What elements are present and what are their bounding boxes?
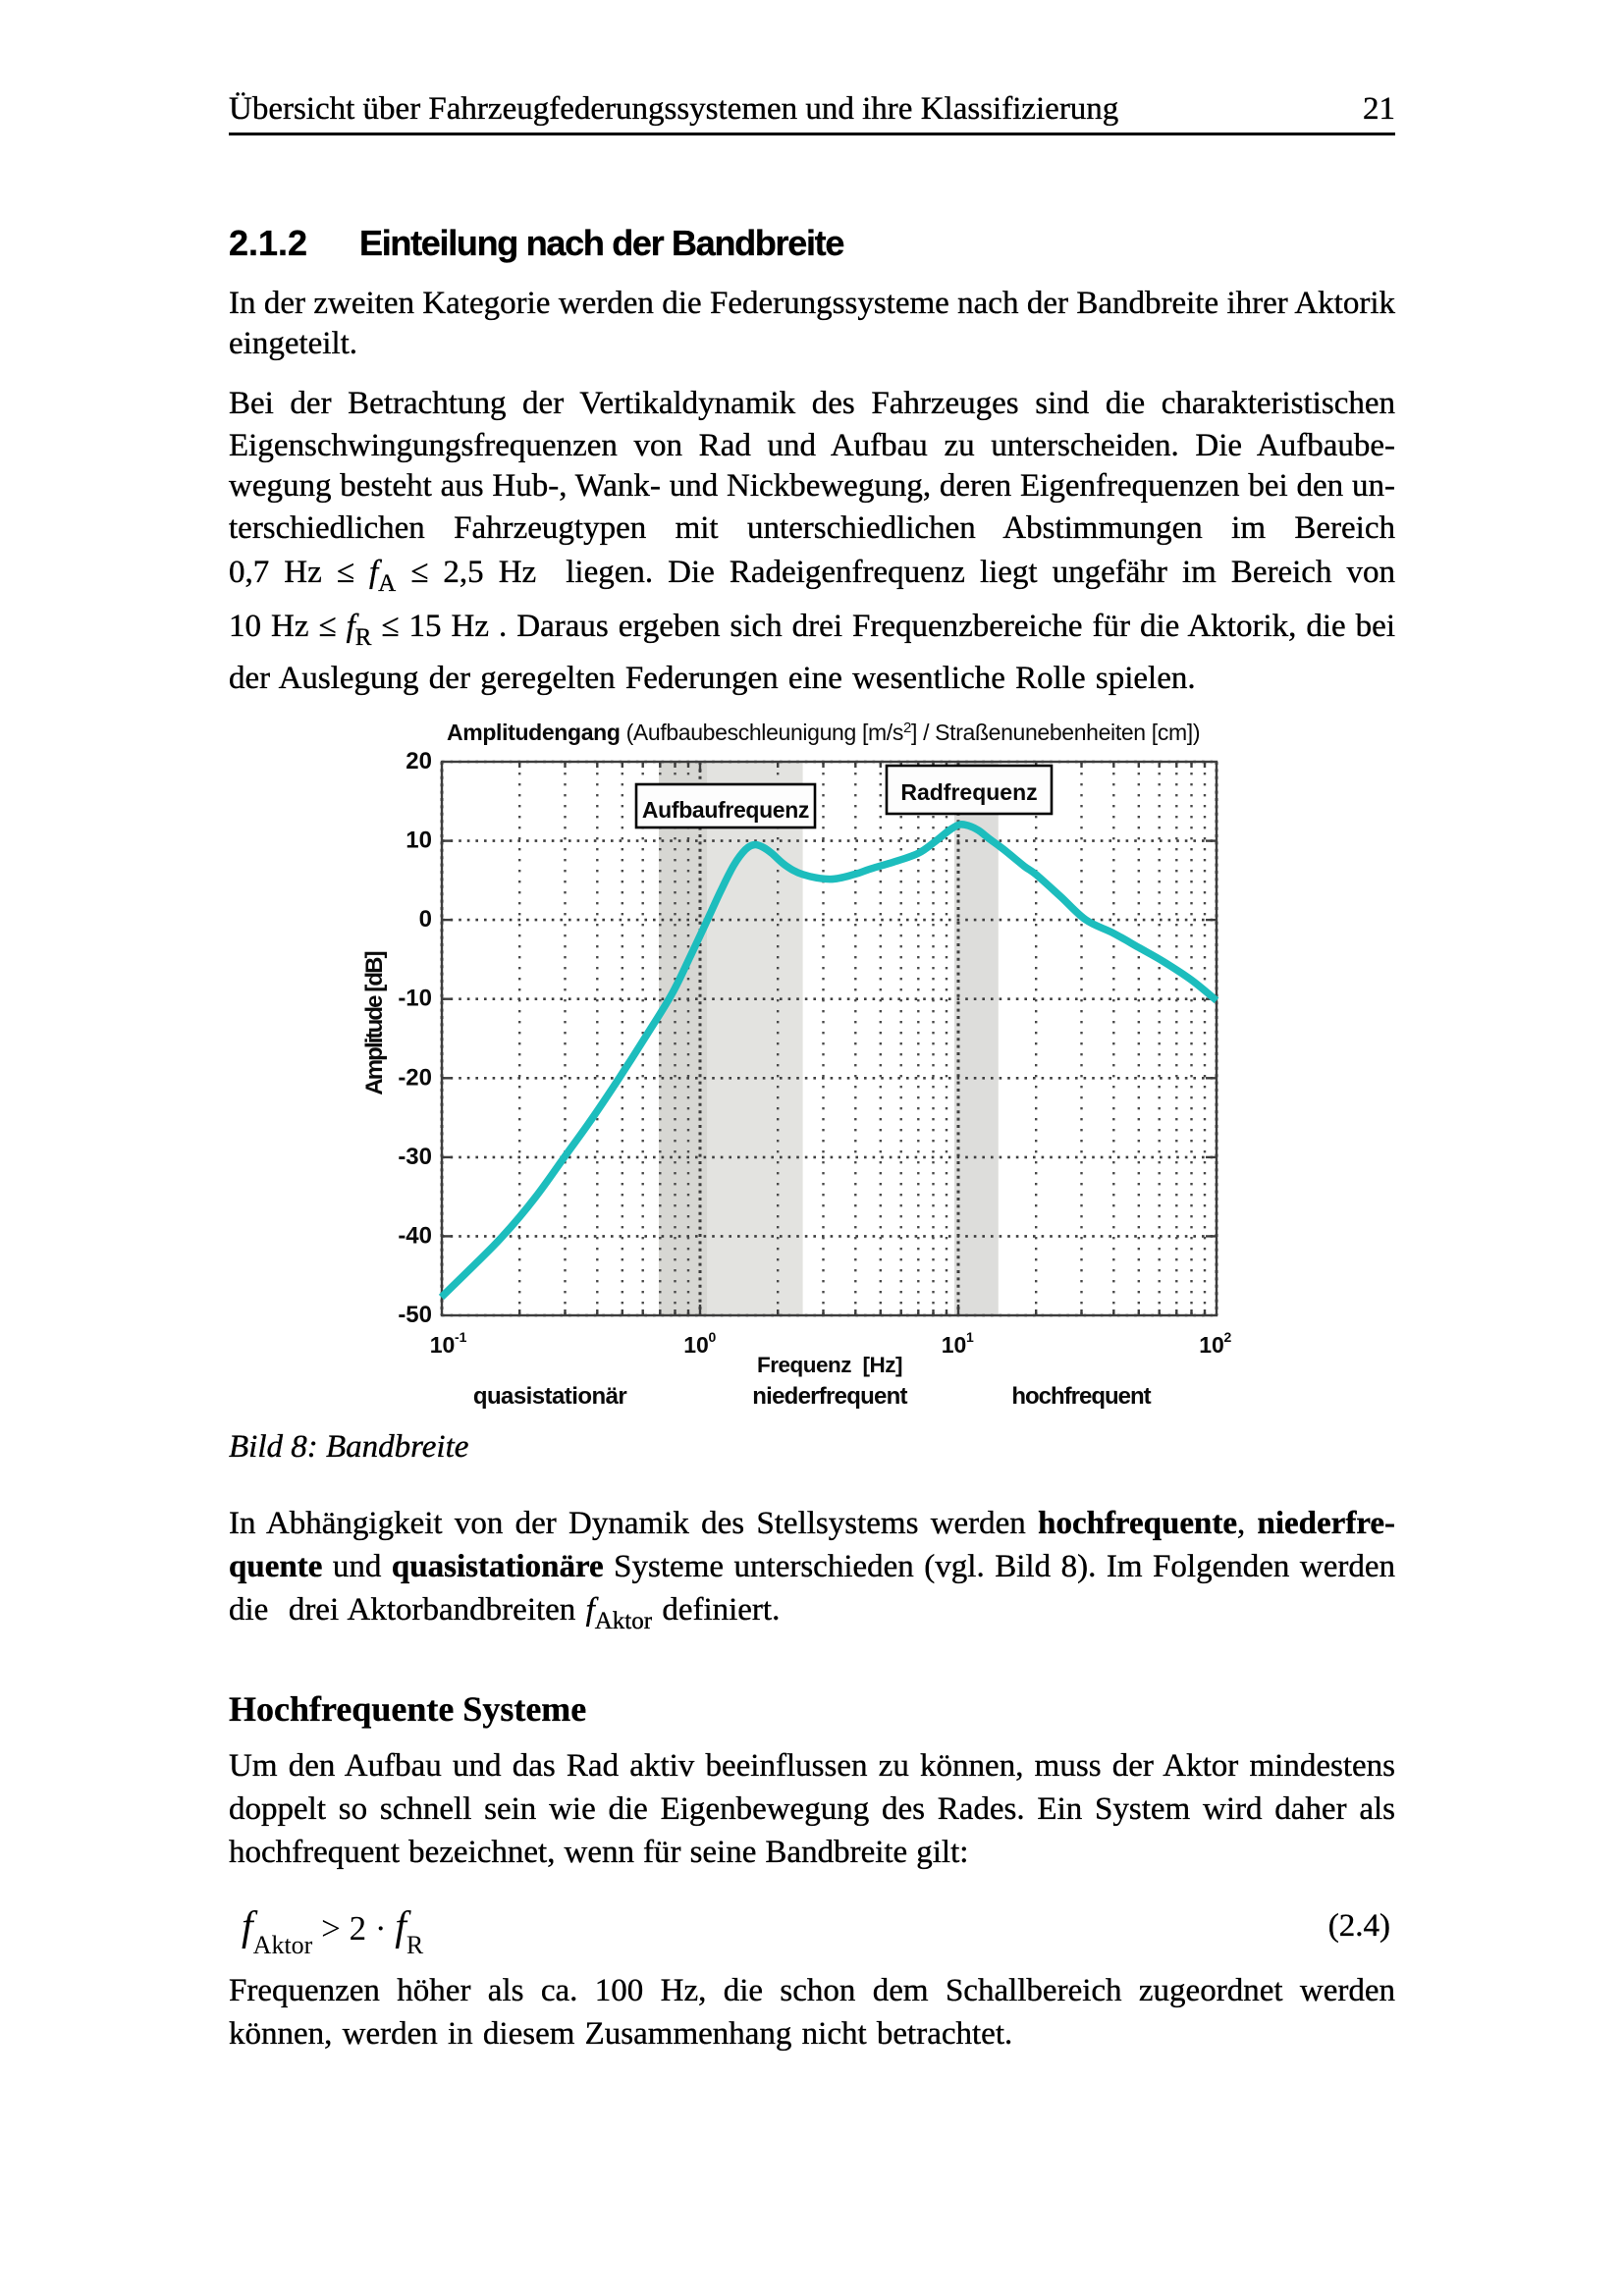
- svg-text:-1: -1: [455, 1329, 467, 1345]
- svg-text:quasistationär: quasistationär: [473, 1383, 627, 1410]
- svg-text:2: 2: [1224, 1329, 1232, 1345]
- svg-text:-10: -10: [398, 986, 432, 1012]
- svg-text:10: 10: [406, 828, 432, 854]
- svg-text:-40: -40: [398, 1222, 432, 1249]
- svg-text:niederfrequent: niederfrequent: [752, 1383, 907, 1410]
- svg-text:-50: -50: [398, 1302, 432, 1328]
- svg-text:Amplitude [dB]: Amplitude [dB]: [361, 951, 388, 1095]
- svg-text:0: 0: [419, 906, 432, 933]
- svg-text:-30: -30: [398, 1144, 432, 1170]
- svg-text:Frequenz [Hz]: Frequenz [Hz]: [757, 1353, 902, 1377]
- svg-text:Aufbaufrequenz: Aufbaufrequenz: [642, 797, 809, 823]
- svg-text:10: 10: [942, 1332, 967, 1358]
- svg-text:Amplitudengang (Aufbaubeschleu: Amplitudengang (Aufbaubeschleunigung [m/…: [447, 720, 1200, 745]
- svg-text:1: 1: [966, 1329, 974, 1345]
- svg-text:10: 10: [1199, 1332, 1224, 1358]
- svg-text:0: 0: [709, 1329, 717, 1345]
- svg-text:10: 10: [430, 1332, 456, 1358]
- svg-text:-20: -20: [398, 1064, 432, 1091]
- svg-text:10: 10: [683, 1332, 709, 1358]
- svg-text:hochfrequent: hochfrequent: [1011, 1383, 1151, 1410]
- svg-text:20: 20: [406, 748, 432, 774]
- svg-text:Radfrequenz: Radfrequenz: [900, 779, 1037, 805]
